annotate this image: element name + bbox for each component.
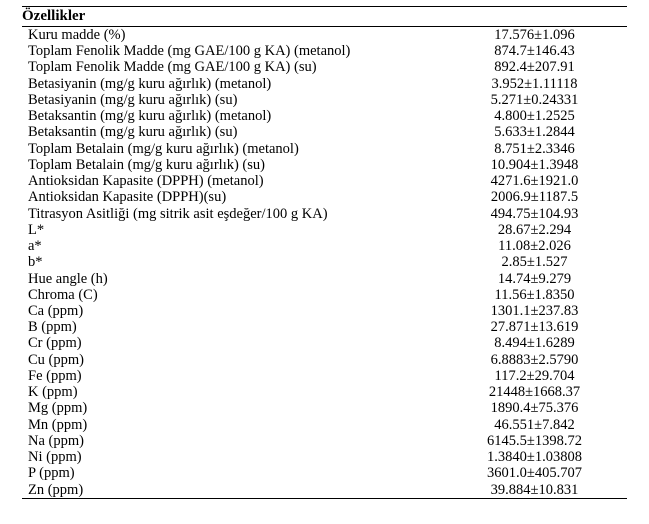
- property-label: Antioksidan Kapasite (DPPH)(su): [22, 189, 442, 205]
- property-value: 1301.1±237.83: [442, 303, 627, 319]
- property-label: Cr (ppm): [22, 335, 442, 351]
- property-label: Antioksidan Kapasite (DPPH) (metanol): [22, 173, 442, 189]
- property-value: 6.8883±2.5790: [442, 352, 627, 368]
- table-row: Betaksantin (mg/g kuru ağırlık) (metanol…: [22, 108, 627, 124]
- property-label: Betasiyanin (mg/g kuru ağırlık) (metanol…: [22, 76, 442, 92]
- property-value: 2.85±1.527: [442, 254, 627, 270]
- property-label: Mg (ppm): [22, 400, 442, 416]
- table-row: Mn (ppm)46.551±7.842: [22, 417, 627, 433]
- property-value: 5.633±1.2844: [442, 124, 627, 140]
- property-label: L*: [22, 222, 442, 238]
- property-label: Toplam Fenolik Madde (mg GAE/100 g KA) (…: [22, 43, 442, 59]
- table-row: Antioksidan Kapasite (DPPH) (metanol)427…: [22, 173, 627, 189]
- property-value: 11.08±2.026: [442, 238, 627, 254]
- property-value: 892.4±207.91: [442, 59, 627, 75]
- property-label: Betaksantin (mg/g kuru ağırlık) (metanol…: [22, 108, 442, 124]
- property-value: 21448±1668.37: [442, 384, 627, 400]
- property-value: 10.904±1.3948: [442, 157, 627, 173]
- property-label: Titrasyon Asitliği (mg sitrik asit eşdeğ…: [22, 206, 442, 222]
- property-label: Toplam Betalain (mg/g kuru ağırlık) (met…: [22, 141, 442, 157]
- property-label: Betasiyanin (mg/g kuru ağırlık) (su): [22, 92, 442, 108]
- property-value: 2006.9±1187.5: [442, 189, 627, 205]
- property-label: Ca (ppm): [22, 303, 442, 319]
- property-value: 11.56±1.8350: [442, 287, 627, 303]
- property-label: K (ppm): [22, 384, 442, 400]
- property-value: 39.884±10.831: [442, 482, 627, 499]
- property-value: 494.75±104.93: [442, 206, 627, 222]
- property-value: 3601.0±405.707: [442, 465, 627, 481]
- property-label: Betaksantin (mg/g kuru ağırlık) (su): [22, 124, 442, 140]
- table-row: Fe (ppm)117.2±29.704: [22, 368, 627, 384]
- table-row: b*2.85±1.527: [22, 254, 627, 270]
- property-label: B (ppm): [22, 319, 442, 335]
- property-value: 46.551±7.842: [442, 417, 627, 433]
- table-row: Betasiyanin (mg/g kuru ağırlık) (metanol…: [22, 76, 627, 92]
- table-row: Cu (ppm)6.8883±2.5790: [22, 352, 627, 368]
- property-value: 1.3840±1.03808: [442, 449, 627, 465]
- property-label: P (ppm): [22, 465, 442, 481]
- property-value: 14.74±9.279: [442, 271, 627, 287]
- property-label: Ni (ppm): [22, 449, 442, 465]
- property-value: 8.751±2.3346: [442, 141, 627, 157]
- property-value: 8.494±1.6289: [442, 335, 627, 351]
- property-label: Fe (ppm): [22, 368, 442, 384]
- property-label: Cu (ppm): [22, 352, 442, 368]
- table-row: Toplam Betalain (mg/g kuru ağırlık) (su)…: [22, 157, 627, 173]
- table-row: Zn (ppm)39.884±10.831: [22, 482, 627, 499]
- property-value: 4.800±1.2525: [442, 108, 627, 124]
- table-body: Kuru madde (%)17.576±1.096Toplam Fenolik…: [22, 27, 627, 499]
- table-row: Betaksantin (mg/g kuru ağırlık) (su)5.63…: [22, 124, 627, 140]
- table-row: Chroma (C)11.56±1.8350: [22, 287, 627, 303]
- property-value: 1890.4±75.376: [442, 400, 627, 416]
- table-row: Betasiyanin (mg/g kuru ağırlık) (su)5.27…: [22, 92, 627, 108]
- property-label: Na (ppm): [22, 433, 442, 449]
- property-label: Chroma (C): [22, 287, 442, 303]
- table-row: Ni (ppm)1.3840±1.03808: [22, 449, 627, 465]
- property-label: b*: [22, 254, 442, 270]
- table-header: Özellikler: [22, 7, 627, 27]
- table-row: Ca (ppm)1301.1±237.83: [22, 303, 627, 319]
- property-label: Hue angle (h): [22, 271, 442, 287]
- property-label: Toplam Betalain (mg/g kuru ağırlık) (su): [22, 157, 442, 173]
- table-row: a*11.08±2.026: [22, 238, 627, 254]
- table-row: Toplam Betalain (mg/g kuru ağırlık) (met…: [22, 141, 627, 157]
- property-value: 6145.5±1398.72: [442, 433, 627, 449]
- table-row: K (ppm)21448±1668.37: [22, 384, 627, 400]
- table-row: L*28.67±2.294: [22, 222, 627, 238]
- table-row: P (ppm)3601.0±405.707: [22, 465, 627, 481]
- properties-table-container: Özellikler Kuru madde (%)17.576±1.096Top…: [0, 0, 649, 505]
- property-label: a*: [22, 238, 442, 254]
- table-row: Toplam Fenolik Madde (mg GAE/100 g KA) (…: [22, 59, 627, 75]
- table-row: Cr (ppm)8.494±1.6289: [22, 335, 627, 351]
- table-row: Titrasyon Asitliği (mg sitrik asit eşdeğ…: [22, 206, 627, 222]
- property-value: 27.871±13.619: [442, 319, 627, 335]
- property-value: 5.271±0.24331: [442, 92, 627, 108]
- table-row: Hue angle (h)14.74±9.279: [22, 271, 627, 287]
- table-row: Mg (ppm)1890.4±75.376: [22, 400, 627, 416]
- property-value: 3.952±1.11118: [442, 76, 627, 92]
- property-label: Zn (ppm): [22, 482, 442, 499]
- table-row: Antioksidan Kapasite (DPPH)(su)2006.9±11…: [22, 189, 627, 205]
- properties-table: Özellikler Kuru madde (%)17.576±1.096Top…: [22, 6, 627, 499]
- property-value: 17.576±1.096: [442, 27, 627, 44]
- table-row: Toplam Fenolik Madde (mg GAE/100 g KA) (…: [22, 43, 627, 59]
- property-label: Mn (ppm): [22, 417, 442, 433]
- property-label: Toplam Fenolik Madde (mg GAE/100 g KA) (…: [22, 59, 442, 75]
- property-value: 117.2±29.704: [442, 368, 627, 384]
- table-row: B (ppm)27.871±13.619: [22, 319, 627, 335]
- property-value: 874.7±146.43: [442, 43, 627, 59]
- table-row: Kuru madde (%)17.576±1.096: [22, 27, 627, 44]
- table-row: Na (ppm)6145.5±1398.72: [22, 433, 627, 449]
- property-label: Kuru madde (%): [22, 27, 442, 44]
- property-value: 28.67±2.294: [442, 222, 627, 238]
- property-value: 4271.6±1921.0: [442, 173, 627, 189]
